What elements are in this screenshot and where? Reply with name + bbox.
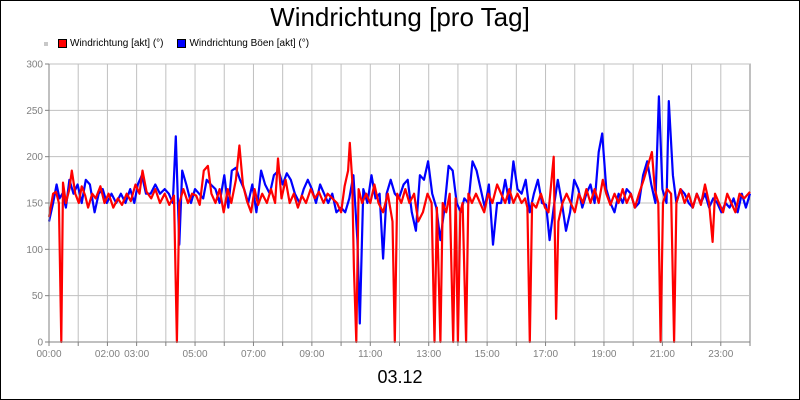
x-tick-label: 15:00: [475, 349, 500, 360]
x-tick-label: 03:00: [124, 349, 149, 360]
legend-label: Windrichtung [akt] (°): [70, 38, 164, 49]
x-tick-label: 05:00: [183, 349, 208, 360]
x-tick-label: 17:00: [533, 349, 558, 360]
legend-handle-icon: [44, 41, 48, 46]
x-tick-label: 23:00: [708, 349, 733, 360]
series-line-wind-direction: [47, 141, 751, 344]
y-tick-label: 200: [26, 152, 43, 163]
y-tick-label: 0: [37, 338, 43, 349]
legend-item-wind-direction[interactable]: Windrichtung [akt] (°): [58, 38, 163, 49]
x-tick-label: 21:00: [650, 349, 675, 360]
y-axis-ticks: 0 50 100 150 200 250 300: [26, 60, 49, 349]
y-tick-label: 150: [26, 199, 43, 210]
x-tick-label: 07:00: [241, 349, 266, 360]
date-label: 03.12: [377, 367, 423, 387]
y-tick-label: 50: [32, 291, 44, 302]
y-tick-label: 100: [26, 245, 43, 256]
y-tick-label: 250: [26, 106, 43, 117]
series-layer: [47, 95, 752, 344]
legend-swatch-red: [58, 39, 67, 48]
x-tick-label: 11:00: [358, 349, 383, 360]
legend-item-gust-direction[interactable]: Windrichtung Böen [akt] (°): [177, 38, 309, 49]
y-tick-label: 300: [26, 60, 43, 71]
grid-lines: [48, 63, 751, 343]
legend-swatch-blue: [177, 39, 187, 48]
x-tick-label: 13:00: [416, 349, 441, 360]
x-tick-label: 19:00: [591, 349, 616, 360]
x-tick-label: 09:00: [299, 349, 324, 360]
legend-label: Windrichtung Böen [akt] (°): [189, 38, 310, 49]
legend: Windrichtung [akt] (°) Windrichtung Böen…: [44, 38, 323, 49]
x-tick-label: 02:00: [95, 349, 120, 360]
x-axis-ticks: 00:00 02:00 03:00 05:00 07:00 09:00 11:00 13:00…: [36, 342, 751, 360]
chart-title: Windrichtung [pro Tag]: [270, 2, 530, 32]
x-tick-label: 00:00: [36, 349, 61, 360]
